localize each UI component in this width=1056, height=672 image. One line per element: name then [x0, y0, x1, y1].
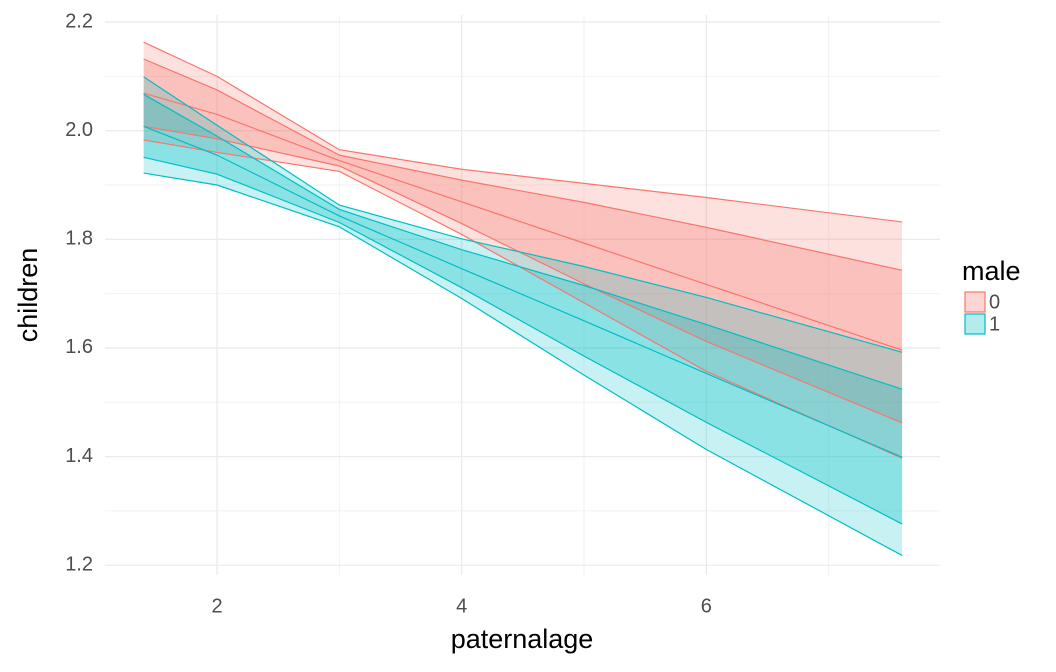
legend-label: 0 [989, 291, 1000, 313]
y-tick-label: 1.8 [65, 228, 93, 250]
ribbon-edge [143, 76, 903, 353]
x-tick-label: 2 [211, 595, 222, 617]
ribbon-edge [143, 172, 903, 556]
fit-line [143, 125, 903, 458]
ribbon-edge [143, 156, 903, 525]
ribbon-edge [143, 41, 903, 223]
legend-key [964, 313, 986, 335]
y-tick-label: 1.6 [65, 336, 93, 358]
y-tick-label: 2.0 [65, 119, 93, 141]
ribbon [143, 58, 903, 423]
x-tick-label: 6 [701, 595, 712, 617]
legend-key [964, 291, 986, 313]
ribbon [143, 76, 903, 556]
y-tick-label: 1.2 [65, 554, 93, 576]
ribbon-edge [143, 93, 903, 390]
x-tick-label: 4 [456, 595, 467, 617]
ribbon-edge [143, 58, 903, 271]
y-tick-label: 2.2 [65, 10, 93, 32]
y-tick-label: 1.4 [65, 445, 93, 467]
legend-label: 1 [989, 313, 1000, 335]
legend-title: male [962, 256, 1021, 286]
ribbon [143, 94, 903, 524]
x-axis-title: paternalage [451, 624, 594, 654]
ribbon-edge [143, 125, 903, 424]
y-axis-title: children [13, 248, 43, 343]
fit-line [143, 92, 903, 351]
ribbon-edge [143, 139, 903, 459]
